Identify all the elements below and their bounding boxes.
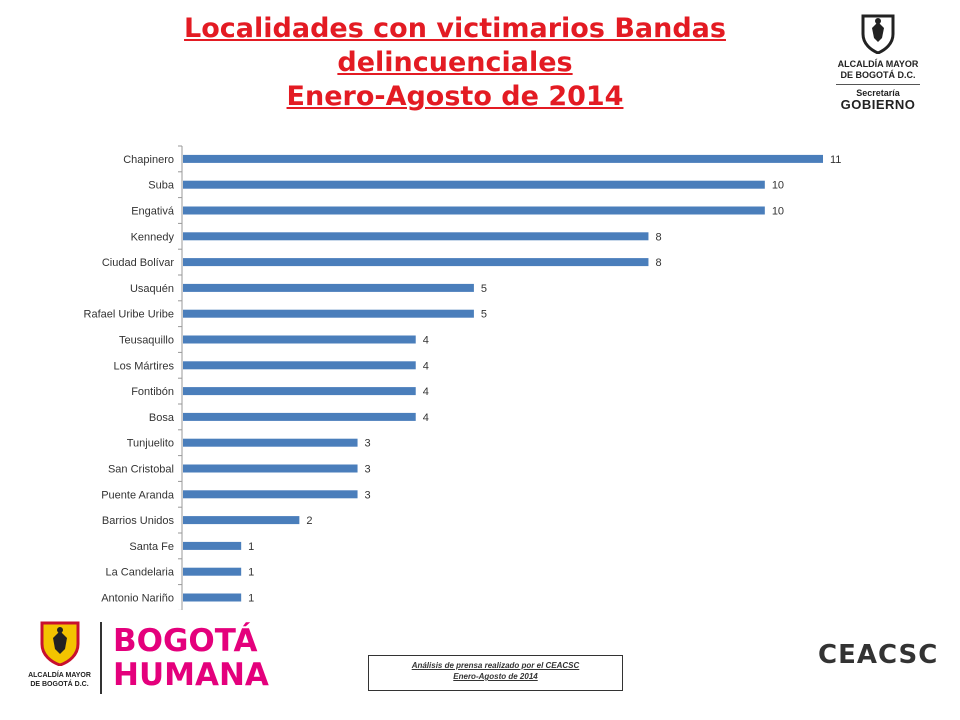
bar [183, 464, 358, 473]
category-label: Ciudad Bolívar [102, 257, 174, 269]
data-label: 1 [248, 593, 254, 605]
data-label: 4 [423, 412, 429, 424]
source-note-line-2: Enero-Agosto de 2014 [453, 672, 538, 681]
data-label: 11 [830, 154, 841, 166]
data-label: 4 [423, 360, 429, 372]
category-label: Antonio Nariño [101, 593, 174, 605]
category-label: Barrios Unidos [102, 515, 175, 527]
data-label: 4 [423, 386, 429, 398]
category-label: La Candelaria [106, 567, 175, 579]
category-label: Engativá [131, 206, 175, 218]
category-label: San Cristobal [108, 464, 174, 476]
title-line-3: Enero-Agosto de 2014 [286, 81, 624, 112]
category-label: Chapinero [123, 154, 174, 166]
category-label: Teusaquillo [119, 335, 174, 347]
data-label: 1 [248, 541, 254, 553]
data-label: 8 [655, 257, 661, 269]
data-label: 3 [365, 489, 371, 501]
bogota-humana-word-1: BOGOTÁ [113, 623, 258, 659]
source-note-line-1: Análisis de prensa realizado por el CEAC… [411, 661, 580, 670]
data-label: 4 [423, 335, 429, 347]
category-label: Kennedy [131, 231, 175, 243]
title-line-2: delincuenciales [337, 47, 573, 78]
bar [183, 232, 649, 241]
category-label: Puente Aranda [101, 489, 175, 501]
bar [183, 180, 765, 189]
logo-divider [836, 84, 920, 85]
data-label: 3 [365, 438, 371, 450]
bogota-coat-of-arms-icon [861, 14, 895, 55]
data-label: 5 [481, 283, 487, 295]
bar [183, 206, 765, 215]
bar [183, 438, 358, 447]
bar [183, 309, 474, 318]
bar [183, 258, 649, 267]
bar [183, 154, 823, 163]
category-label: Bosa [149, 412, 175, 424]
category-label: Suba [148, 180, 175, 192]
logo-top-line-1: ALCALDÍA MAYOR [837, 59, 919, 69]
data-label: 8 [655, 231, 661, 243]
ceacsc-letter: C [818, 640, 839, 670]
secretaria-gobierno-logo: ALCALDÍA MAYOR DE BOGOTÁ D.C. Secretaría… [828, 12, 928, 112]
category-label: Tunjuelito [127, 438, 174, 450]
bar [183, 361, 416, 370]
bar [183, 567, 242, 576]
bogota-humana-logo: BOGOTÁ HUMANA [113, 624, 269, 692]
category-label: Usaquén [130, 283, 174, 295]
bar [183, 541, 242, 550]
bar [183, 412, 416, 421]
data-label: 2 [306, 515, 312, 527]
chart-title: Localidades con victimarios Bandas delin… [110, 12, 800, 114]
category-label: Fontibón [131, 386, 174, 398]
logo-top-line-2: DE BOGOTÁ D.C. [840, 70, 916, 80]
logo-bottom-line-1: ALCALDÍA MAYOR [28, 672, 91, 679]
logo-top-line-3: Secretaría [856, 88, 900, 98]
logo-separator [100, 622, 102, 694]
data-label: 10 [772, 180, 784, 192]
bar [183, 593, 242, 602]
bar [183, 335, 416, 344]
ceacsc-logo: CEACSC [818, 640, 948, 670]
title-line-1: Localidades con victimarios Bandas [184, 13, 726, 44]
category-label: Santa Fe [129, 541, 174, 553]
bar [183, 283, 474, 292]
bogota-humana-word-2: HUMANA [113, 657, 269, 693]
bogota-coat-of-arms-icon [40, 621, 79, 667]
bar [183, 387, 416, 396]
ceacsc-word: EACSC [838, 640, 939, 670]
ceacsc-wordmark: CEACSC [818, 640, 948, 670]
bar [183, 490, 358, 499]
logo-top-line-4: GOBIERNO [840, 97, 916, 112]
source-note: Análisis de prensa realizado por el CEAC… [368, 655, 623, 691]
alcaldia-logo-bottom: ALCALDÍA MAYOR DE BOGOTÁ D.C. [22, 620, 97, 689]
data-label: 3 [365, 464, 371, 476]
logo-bottom-line-2: DE BOGOTÁ D.C. [30, 681, 89, 688]
data-label: 10 [772, 206, 784, 218]
bar [183, 516, 300, 525]
data-label: 1 [248, 567, 254, 579]
data-label: 5 [481, 309, 487, 321]
category-label: Los Mártires [113, 360, 174, 372]
category-label: Rafael Uribe Uribe [84, 309, 174, 321]
